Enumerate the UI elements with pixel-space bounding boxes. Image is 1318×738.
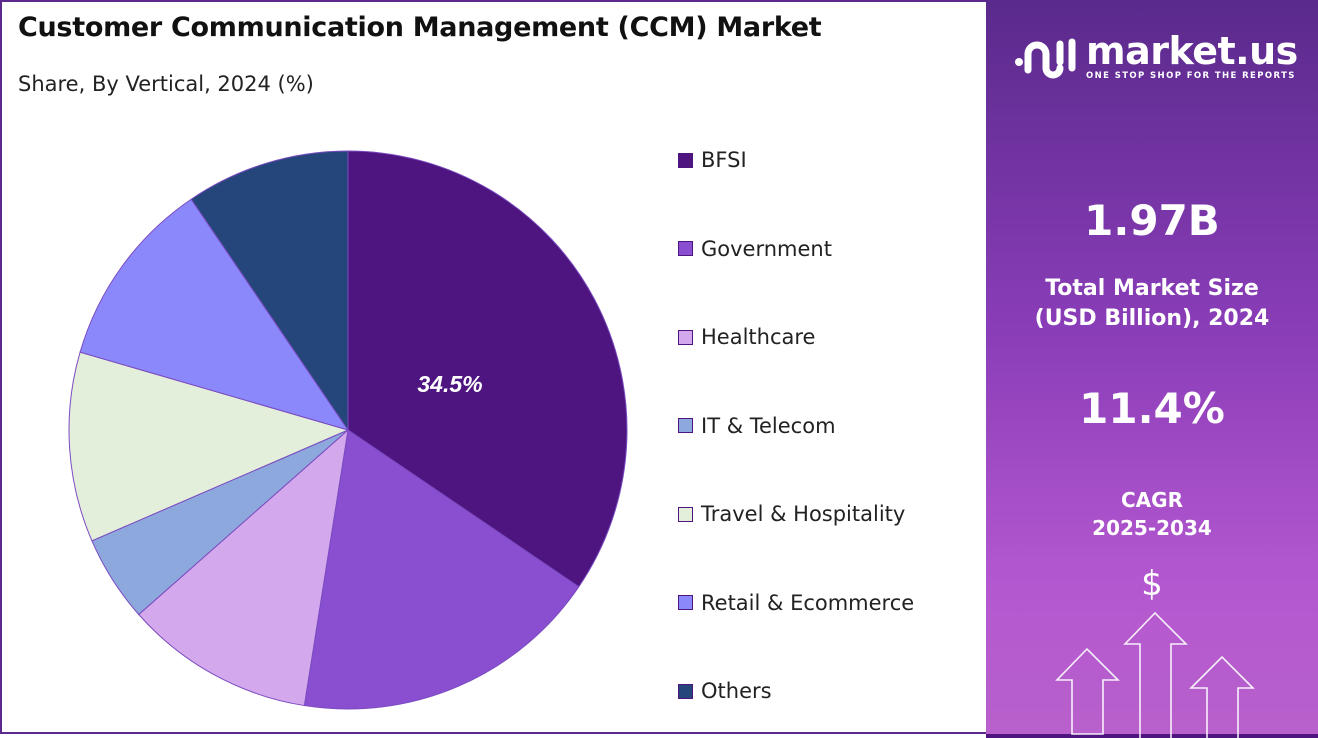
legend-item: Retail & Ecommerce bbox=[678, 591, 914, 615]
logo-icon bbox=[1015, 38, 1076, 79]
legend-label: Others bbox=[701, 679, 772, 703]
pie-slice-travel-hospitality bbox=[68, 351, 350, 542]
legend-item: Government bbox=[678, 237, 832, 261]
legend-item: Healthcare bbox=[678, 325, 815, 349]
legend-item: BFSI bbox=[678, 148, 747, 172]
market-size-value: 1.97B bbox=[1084, 196, 1220, 245]
pie-slice-retail-ecommerce bbox=[79, 198, 350, 431]
legend-swatch bbox=[678, 241, 693, 256]
pie-slice-bfsi bbox=[347, 150, 628, 588]
legend-label: Retail & Ecommerce bbox=[701, 590, 915, 615]
stats-panel: market.us ONE STOP SHOP FOR THE REPORTS … bbox=[986, 0, 1318, 738]
chart-title: Customer Communication Management (CCM) … bbox=[18, 12, 822, 43]
legend-item: IT & Telecom bbox=[678, 414, 836, 438]
pie-slice-government bbox=[303, 429, 580, 710]
legend-swatch bbox=[678, 595, 693, 610]
legend-label: Healthcare bbox=[701, 325, 816, 349]
legend-item: Travel & Hospitality bbox=[678, 502, 905, 526]
legend-swatch bbox=[678, 683, 693, 699]
data-label-bfsi: 34.5% bbox=[417, 371, 482, 397]
legend-swatch bbox=[678, 329, 693, 345]
brand-tagline: ONE STOP SHOP FOR THE REPORTS bbox=[1086, 71, 1296, 81]
cagr-label: CAGR bbox=[1121, 488, 1183, 512]
growth-arrows-icon bbox=[1055, 611, 1255, 738]
market-us-logo: market.us ONE STOP SHOP FOR THE REPORTS bbox=[1014, 32, 1298, 82]
pie-slice-healthcare bbox=[138, 428, 349, 707]
cagr-value: 11.4% bbox=[1079, 384, 1225, 433]
pie-chart: 34.5% bbox=[68, 150, 628, 710]
pie-slice-others bbox=[190, 150, 349, 432]
dollar-icon: $ bbox=[1141, 564, 1163, 604]
legend-label: BFSI bbox=[701, 148, 747, 172]
cagr-period: 2025-2034 bbox=[1092, 516, 1212, 540]
chart-panel: Customer Communication Management (CCM) … bbox=[0, 0, 986, 734]
legend-swatch bbox=[678, 152, 693, 168]
legend-swatch bbox=[678, 506, 693, 522]
market-size-label: Total Market Size bbox=[1045, 276, 1259, 301]
legend-label: Travel & Hospitality bbox=[701, 502, 906, 526]
brand-name: market.us bbox=[1086, 29, 1298, 73]
legend-label: Government bbox=[701, 236, 832, 261]
chart-subtitle: Share, By Vertical, 2024 (%) bbox=[18, 72, 314, 96]
legend-label: IT & Telecom bbox=[701, 413, 836, 438]
market-size-sublabel: (USD Billion), 2024 bbox=[1034, 306, 1270, 331]
legend-item: Others bbox=[678, 679, 772, 703]
legend-swatch bbox=[678, 418, 693, 433]
